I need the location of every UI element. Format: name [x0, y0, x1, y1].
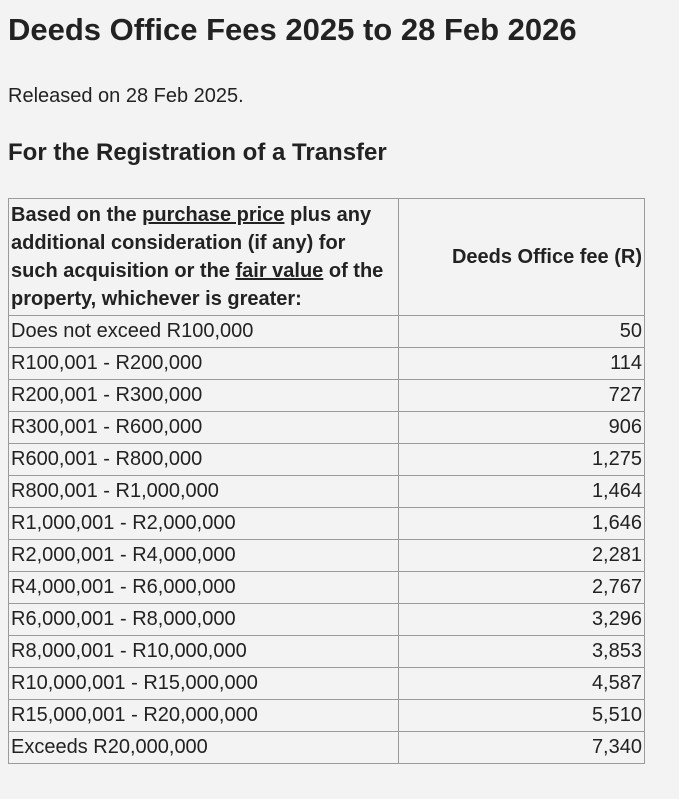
fee: 727	[398, 379, 645, 412]
column-header: Based on the purchase price plus any add…	[8, 198, 399, 316]
table-row: R1,000,001 - R2,000,000 1,646	[8, 507, 645, 540]
table-row: R6,000,001 - R8,000,000 3,296	[8, 603, 645, 636]
table-row: R200,001 - R300,000 727	[8, 379, 645, 412]
fee-table: Based on the purchase price plus any add…	[8, 198, 645, 764]
fee: 4,587	[398, 667, 645, 700]
table-row: Exceeds R20,000,000 7,340	[8, 731, 645, 764]
table-row: R800,001 - R1,000,000 1,464	[8, 475, 645, 508]
fee: 3,296	[398, 603, 645, 636]
table-row: R100,001 - R200,000 114	[8, 347, 645, 380]
price-range: R10,000,001 - R15,000,000	[8, 667, 399, 700]
price-range: Exceeds R20,000,000	[8, 731, 399, 764]
price-range: R15,000,001 - R20,000,000	[8, 699, 399, 732]
price-range: R4,000,001 - R6,000,000	[8, 571, 399, 604]
fee: 2,767	[398, 571, 645, 604]
fee: 50	[398, 315, 645, 348]
table-row: R10,000,001 - R15,000,000 4,587	[8, 667, 645, 700]
fee: 3,853	[398, 635, 645, 668]
fee: 1,275	[398, 443, 645, 476]
header-text: plus any additional consideration (if an…	[11, 204, 372, 282]
header-text: purchase price	[142, 204, 285, 226]
price-range: R300,001 - R600,000	[8, 411, 399, 444]
price-range: R200,001 - R300,000	[8, 379, 399, 412]
page-title: Deeds Office Fees 2025 to 28 Feb 2026	[8, 12, 577, 47]
fee: 1,646	[398, 507, 645, 540]
fee: 2,281	[398, 539, 645, 572]
fee: 1,464	[398, 475, 645, 508]
header-text: Based on the	[11, 204, 143, 226]
price-range: R2,000,001 - R4,000,000	[8, 539, 399, 572]
price-range: R8,000,001 - R10,000,000	[8, 635, 399, 668]
price-range: R1,000,001 - R2,000,000	[8, 507, 399, 540]
table-body: Does not exceed R100,000 50 R100,001 - R20…	[8, 315, 645, 764]
release-date: Released on 28 Feb 2025.	[8, 85, 244, 107]
fee: 7,340	[398, 731, 645, 764]
fee: 906	[398, 411, 645, 444]
price-range: R800,001 - R1,000,000	[8, 475, 399, 508]
header-text: of the property, whichever is greater:	[11, 260, 384, 310]
section-heading: For the Registration of a Transfer	[8, 139, 387, 166]
column-header: Deeds Office fee (R)	[398, 198, 645, 316]
table-row: R15,000,001 - R20,000,000 5,510	[8, 699, 645, 732]
price-range: R100,001 - R200,000	[8, 347, 399, 380]
table-row: R8,000,001 - R10,000,000 3,853	[8, 635, 645, 668]
table-row: R600,001 - R800,000 1,275	[8, 443, 645, 476]
price-range: R6,000,001 - R8,000,000	[8, 603, 399, 636]
table-row: R2,000,001 - R4,000,000 2,281	[8, 539, 645, 572]
table-row: R300,001 - R600,000 906	[8, 411, 645, 444]
fee: 114	[398, 347, 645, 380]
table-row: Does not exceed R100,000 50	[8, 315, 645, 348]
table-row: R4,000,001 - R6,000,000 2,767	[8, 571, 645, 604]
price-range: Does not exceed R100,000	[8, 315, 399, 348]
price-range: R600,001 - R800,000	[8, 443, 399, 476]
fee: 5,510	[398, 699, 645, 732]
header-row: Based on the purchase price plus any add…	[8, 198, 645, 316]
header-text: fair value	[235, 260, 324, 282]
